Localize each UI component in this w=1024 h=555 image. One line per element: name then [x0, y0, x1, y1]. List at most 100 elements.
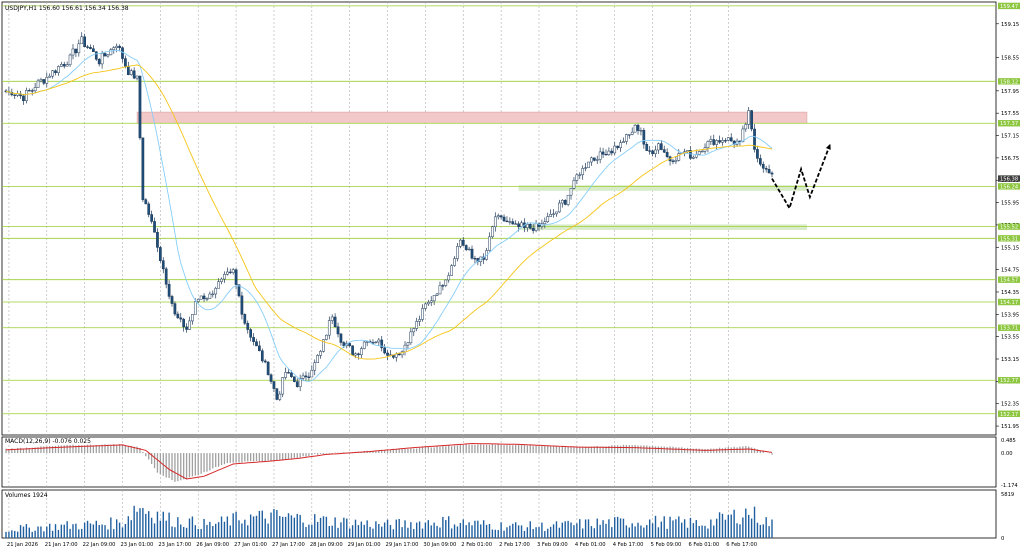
y-tick-label: 157.15 [1001, 134, 1019, 140]
candle-body [674, 160, 678, 162]
candle-body [470, 248, 474, 259]
candle-body [578, 174, 582, 176]
candle-body [336, 326, 340, 335]
candle-body [295, 381, 299, 387]
candle-body [362, 341, 366, 349]
x-tick-label: 28 Jan 09:00 [310, 542, 343, 548]
candle-body [552, 213, 555, 215]
candle-body [330, 316, 334, 321]
support-zone [518, 224, 807, 230]
candle-body [592, 157, 596, 161]
candle-body [191, 314, 194, 322]
candle-body [42, 79, 46, 84]
x-tick-label: 2 Feb 01:00 [461, 542, 492, 548]
candle-body [100, 53, 104, 65]
level-label: 157.37 [1000, 121, 1018, 127]
x-tick-label: 6 Feb 17:00 [726, 542, 757, 548]
candle-body [243, 314, 247, 324]
candle-body [141, 137, 145, 200]
candle-body [421, 308, 424, 320]
candle-body [231, 269, 235, 273]
y-tick-label: 154.75 [1001, 268, 1019, 274]
candle-body [563, 199, 567, 205]
candle-body [176, 313, 180, 319]
level-label: 153.71 [1000, 326, 1018, 332]
candle-body [718, 140, 721, 143]
candle-body [491, 226, 494, 238]
candle-body [488, 236, 491, 251]
candle-body [648, 150, 652, 152]
candle-body [432, 295, 436, 302]
candle-body [237, 284, 241, 297]
candle-body [159, 247, 162, 261]
current-price-tag [998, 175, 1020, 182]
candle-body [86, 46, 89, 48]
candle-body [616, 145, 619, 149]
candle-body [555, 211, 558, 215]
candle-body [327, 320, 331, 336]
candle-body [214, 288, 218, 295]
candle-body [700, 150, 704, 153]
candle-body [290, 372, 293, 377]
candle-body [147, 203, 151, 215]
candle-body [322, 339, 325, 352]
candle-body [266, 361, 270, 376]
candle-body [566, 194, 570, 205]
candle-body [625, 134, 628, 142]
candle-body [59, 64, 63, 67]
candle-body [459, 239, 462, 247]
candle-body [659, 143, 663, 150]
candle-body [383, 347, 386, 354]
level-label-bg [998, 2, 1020, 10]
candle-body [357, 353, 360, 356]
candle-body [150, 214, 153, 222]
macd-tick-label: 0.485 [1001, 438, 1016, 444]
level-label-bg [998, 377, 1020, 384]
x-tick-label: 21 Jan 2026 [7, 542, 38, 548]
candle-body [744, 124, 748, 130]
candle-body [179, 317, 183, 320]
candle-body [310, 369, 314, 378]
candle-body [80, 36, 84, 45]
y-tick-label: 153.95 [1001, 312, 1019, 318]
candle-body [639, 130, 643, 132]
x-tick-label: 3 Feb 09:00 [537, 542, 568, 548]
candle-body [333, 316, 337, 327]
candle-body [284, 372, 287, 378]
candle-body [316, 355, 319, 363]
level-label-bg [998, 183, 1020, 190]
ma-slow-line [5, 64, 773, 360]
x-tick-label: 4 Feb 17:00 [613, 542, 644, 548]
candle-body [240, 295, 244, 315]
candle-body [467, 248, 471, 251]
candle-body [633, 124, 637, 133]
candle-body [255, 341, 258, 347]
forecast-arrow-head [825, 143, 831, 150]
candle-body [677, 153, 681, 161]
candle-body [313, 362, 317, 371]
candle-body [627, 134, 631, 136]
candle-body [499, 215, 503, 218]
candle-body [196, 299, 200, 302]
chart-header: USDJPY,H1 156.60 156.61 156.34 156.38 [5, 5, 129, 12]
candle-body [534, 223, 538, 231]
candle-body [764, 168, 768, 170]
level-label: 159.47 [1000, 4, 1018, 10]
level-label-bg [998, 235, 1020, 242]
current-price-label: 156.38 [1000, 177, 1018, 183]
candle-body [167, 283, 171, 297]
candle-body [473, 258, 477, 260]
candle-body [193, 301, 197, 315]
candle-body [351, 345, 354, 356]
candle-body [342, 342, 346, 347]
candle-body [543, 221, 547, 225]
candle-body [54, 70, 57, 73]
candle-body [418, 319, 421, 322]
candle-body [520, 222, 523, 227]
candle-body [604, 153, 608, 156]
x-tick-label: 23 Jan 17:00 [158, 542, 191, 548]
candle-body [153, 221, 156, 233]
y-tick-label: 154.35 [1001, 290, 1019, 296]
candle-body [374, 341, 378, 344]
